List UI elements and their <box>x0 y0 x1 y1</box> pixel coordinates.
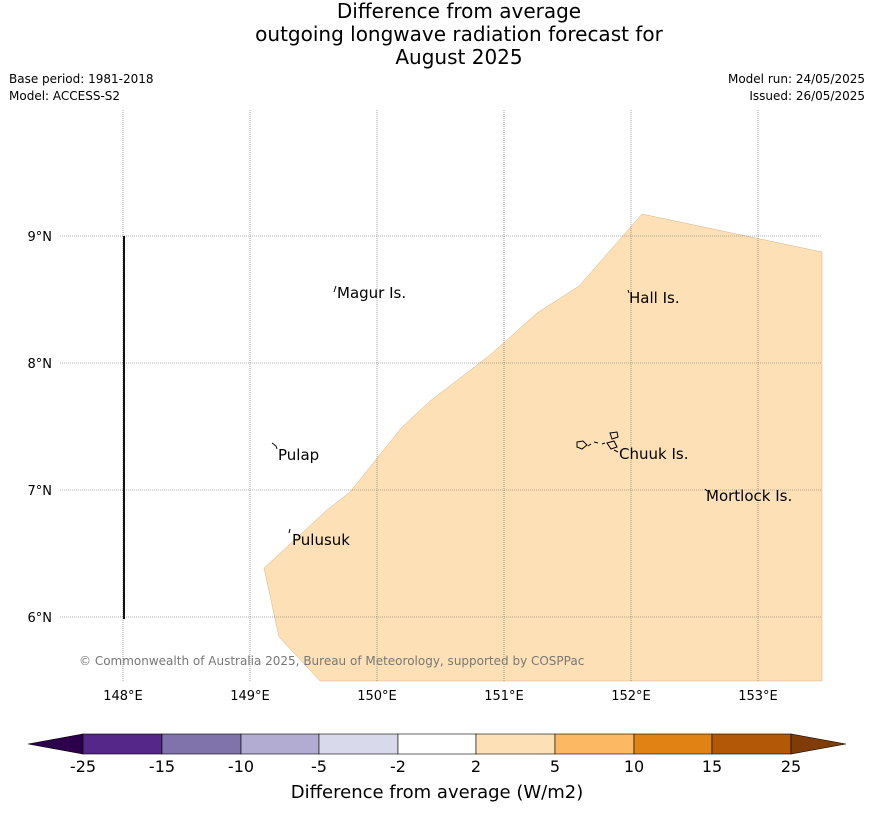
magur-island <box>333 285 337 293</box>
colorbar-bin-6 <box>475 733 556 755</box>
colorbar-bin-8 <box>633 733 713 755</box>
place-label-hall: Hall Is. <box>629 289 680 307</box>
cb-tick-0: -25 <box>70 757 96 776</box>
mortlock-island <box>704 488 708 492</box>
lat-tick-labels: 9°N 8°N 7°N 6°N <box>28 230 53 626</box>
metadata-right: Model run: 24/05/2025 Issued: 26/05/2025 <box>728 71 865 105</box>
colorbar-bin-7 <box>554 733 635 755</box>
lon-tick-150e: 150°E <box>357 689 397 704</box>
lat-tick-8n: 8°N <box>28 357 53 372</box>
copyright-notice: © Commonwealth of Australia 2025, Bureau… <box>79 654 584 668</box>
colorbar-bin-5 <box>397 733 477 755</box>
cb-tick-9: 25 <box>781 757 801 776</box>
cb-tick-2: -10 <box>228 757 254 776</box>
cb-tick-1: -15 <box>149 757 175 776</box>
cb-tick-3: -5 <box>311 757 327 776</box>
colorbar-bin-2 <box>161 733 242 755</box>
lat-tick-6n: 6°N <box>28 611 53 626</box>
pulusuk-island <box>288 528 291 534</box>
colorbar-bin-9 <box>711 733 792 755</box>
title-line-1: Difference from average <box>336 0 582 23</box>
colorbar-bin-3 <box>240 733 320 755</box>
place-label-pulap: Pulap <box>278 446 319 464</box>
colorbar-bin-4 <box>318 733 399 755</box>
lon-tick-153e: 153°E <box>738 689 778 704</box>
lon-tick-148e: 148°E <box>103 689 143 704</box>
place-labels: Magur Is. Hall Is. Pulap Chuuk Is. Mortl… <box>278 284 792 549</box>
island-shapes <box>271 285 708 534</box>
cb-tick-6: 5 <box>550 757 560 776</box>
lat-tick-9n: 9°N <box>28 230 53 245</box>
lon-tick-152e: 152°E <box>611 689 651 704</box>
colorbar <box>27 733 847 755</box>
title-line-2: outgoing longwave radiation forecast for <box>255 22 663 46</box>
colorbar-extend-high <box>790 733 847 755</box>
metadata-left: Base period: 1981-2018 Model: ACCESS-S2 <box>9 71 154 105</box>
colorbar-extend-low <box>27 733 84 755</box>
colorbar-tick-labels: -25 -15 -10 -5 -2 2 5 10 15 25 <box>70 757 801 776</box>
lat-tick-7n: 7°N <box>28 484 53 499</box>
model-run: Model run: 24/05/2025 <box>727 72 865 86</box>
cb-tick-4: -2 <box>390 757 406 776</box>
gridlines <box>60 110 822 681</box>
title-line-3: August 2025 <box>395 45 523 69</box>
colorbar-label: Difference from average (W/m2) <box>291 782 583 803</box>
chuuk-lagoon-islands <box>576 431 619 453</box>
place-label-magur: Magur Is. <box>337 284 406 302</box>
cb-tick-5: 2 <box>471 757 481 776</box>
place-label-mortlock: Mortlock Is. <box>706 487 792 505</box>
colorbar-bin-1 <box>82 733 163 755</box>
lon-tick-labels: 148°E 149°E 150°E 151°E 152°E 153°E <box>103 689 778 704</box>
chart-title: Difference from average outgoing longwav… <box>0 0 873 69</box>
place-label-pulusuk: Pulusuk <box>292 531 350 549</box>
anomaly-region <box>263 213 823 682</box>
model-name: Model: ACCESS-S2 <box>9 89 121 103</box>
lon-tick-149e: 149°E <box>230 689 270 704</box>
cb-tick-8: 15 <box>702 757 722 776</box>
base-period: Base period: 1981-2018 <box>9 72 154 86</box>
issued-date: Issued: 26/05/2025 <box>749 89 865 103</box>
cb-tick-7: 10 <box>624 757 644 776</box>
place-label-chuuk: Chuuk Is. <box>619 445 688 463</box>
hall-island <box>627 289 630 294</box>
lon-tick-151e: 151°E <box>484 689 524 704</box>
pulap-island <box>271 442 278 450</box>
